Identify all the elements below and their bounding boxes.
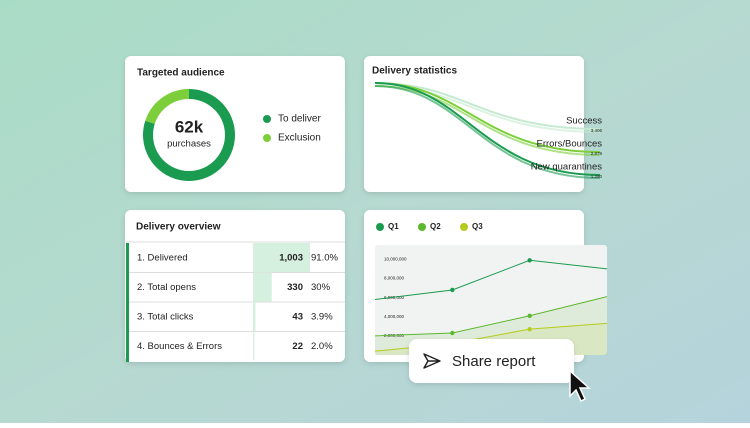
flow-amount: 3,406	[591, 128, 603, 133]
send-icon	[423, 353, 441, 369]
flow-amount: 2,879	[591, 151, 603, 156]
row-label: 3. Total clicks	[137, 312, 194, 323]
series-line	[374, 259, 608, 301]
legend-dot	[460, 223, 468, 231]
row-count: 22	[292, 341, 303, 352]
legend-dot	[263, 115, 271, 123]
legend-dot	[376, 223, 384, 231]
legend-label: Q3	[472, 222, 483, 231]
center-label: purchases	[167, 139, 211, 150]
row-percent: 2.0%	[311, 341, 333, 352]
y-tick-label: 4,000,000	[384, 314, 405, 319]
card-title: Targeted audience	[137, 68, 225, 79]
legend-label: Exclusion	[278, 133, 321, 144]
flow-label: Success	[566, 116, 602, 127]
center-value: 62k	[175, 117, 204, 136]
button-bg[interactable]	[409, 339, 574, 383]
row-percent: 30%	[311, 282, 331, 293]
y-tick-label: 8,000,000	[384, 276, 405, 281]
row-count: 330	[287, 282, 303, 293]
row-percent: 3.9%	[311, 312, 333, 323]
card-title: Delivery statistics	[372, 66, 457, 77]
point	[527, 258, 532, 263]
legend-dot	[418, 223, 426, 231]
donut-segment	[143, 89, 235, 181]
flow-amount: 1,290	[591, 174, 603, 179]
donut-segment	[145, 89, 190, 125]
row-label: 4. Bounces & Errors	[137, 341, 222, 352]
row-count: 43	[292, 312, 303, 323]
button-label[interactable]: Share report	[452, 353, 536, 370]
count-bar	[253, 272, 272, 302]
row-label: 1. Delivered	[137, 253, 188, 264]
legend-label: Q1	[388, 222, 399, 231]
row-label: 2. Total opens	[137, 282, 196, 293]
flow-curve	[374, 85, 601, 179]
count-bar	[253, 302, 256, 331]
point	[450, 330, 455, 336]
row-count: 1,003	[279, 253, 303, 264]
accent-stripe	[126, 243, 129, 362]
point	[527, 326, 532, 332]
legend-dot	[263, 134, 271, 142]
point	[527, 313, 532, 318]
card-title: Delivery overview	[136, 222, 221, 233]
flow-curve	[374, 82, 601, 176]
flow-label: Errors/Bounces	[537, 139, 603, 150]
row-percent: 91.0%	[311, 253, 338, 264]
series-line	[374, 296, 608, 337]
flow-label: New quarantines	[531, 162, 603, 173]
share-button[interactable]: Share report	[409, 339, 574, 383]
y-tick-label: 10,000,000	[384, 257, 407, 262]
count-bar	[253, 243, 310, 272]
legend-label: To deliver	[278, 114, 321, 125]
count-bar	[253, 331, 255, 361]
legend-label: Q2	[430, 222, 441, 231]
cursor	[569, 369, 591, 403]
point	[450, 287, 455, 293]
